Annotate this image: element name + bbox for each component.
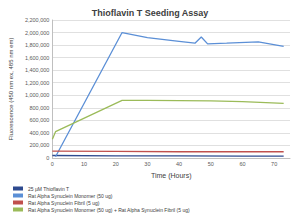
- svg-text:Rat Alpha Synuclein Fibril (5: Rat Alpha Synuclein Fibril (5 ug): [28, 200, 100, 206]
- svg-text:40: 40: [176, 161, 182, 167]
- svg-text:10: 10: [81, 161, 87, 167]
- svg-text:0: 0: [51, 161, 54, 167]
- svg-text:1,600,000: 1,600,000: [25, 55, 49, 61]
- svg-text:1,200,000: 1,200,000: [25, 80, 49, 86]
- svg-text:60: 60: [239, 161, 245, 167]
- svg-text:70: 70: [271, 161, 277, 167]
- svg-text:0: 0: [46, 155, 49, 161]
- svg-text:600,000: 600,000: [29, 117, 49, 123]
- svg-text:30: 30: [144, 161, 150, 167]
- svg-text:Time (Hours): Time (Hours): [151, 172, 192, 180]
- svg-text:20: 20: [113, 161, 119, 167]
- svg-text:800,000: 800,000: [29, 105, 49, 111]
- svg-text:2,000,000: 2,000,000: [25, 30, 49, 36]
- svg-text:1,400,000: 1,400,000: [25, 67, 49, 73]
- svg-text:Rat Alpha Synuclein Monomer (5: Rat Alpha Synuclein Monomer (50 ug) + Ra…: [28, 207, 190, 213]
- svg-text:Rat Alpha Synuclein Monomer (5: Rat Alpha Synuclein Monomer (50 ug): [28, 193, 113, 199]
- svg-text:2,200,000: 2,200,000: [25, 17, 49, 23]
- svg-text:200,000: 200,000: [29, 142, 49, 148]
- svg-text:25 µM Thioflavin T: 25 µM Thioflavin T: [28, 186, 69, 192]
- svg-text:400,000: 400,000: [29, 130, 49, 136]
- svg-text:Fluorescence (450 nm ex, 485 n: Fluorescence (450 nm ex, 485 nm em): [8, 37, 14, 140]
- svg-text:1,800,000: 1,800,000: [25, 42, 49, 48]
- svg-text:Thioflavin T Seeding Assay: Thioflavin T Seeding Assay: [92, 8, 209, 18]
- svg-text:50: 50: [208, 161, 214, 167]
- svg-text:1,000,000: 1,000,000: [25, 92, 49, 98]
